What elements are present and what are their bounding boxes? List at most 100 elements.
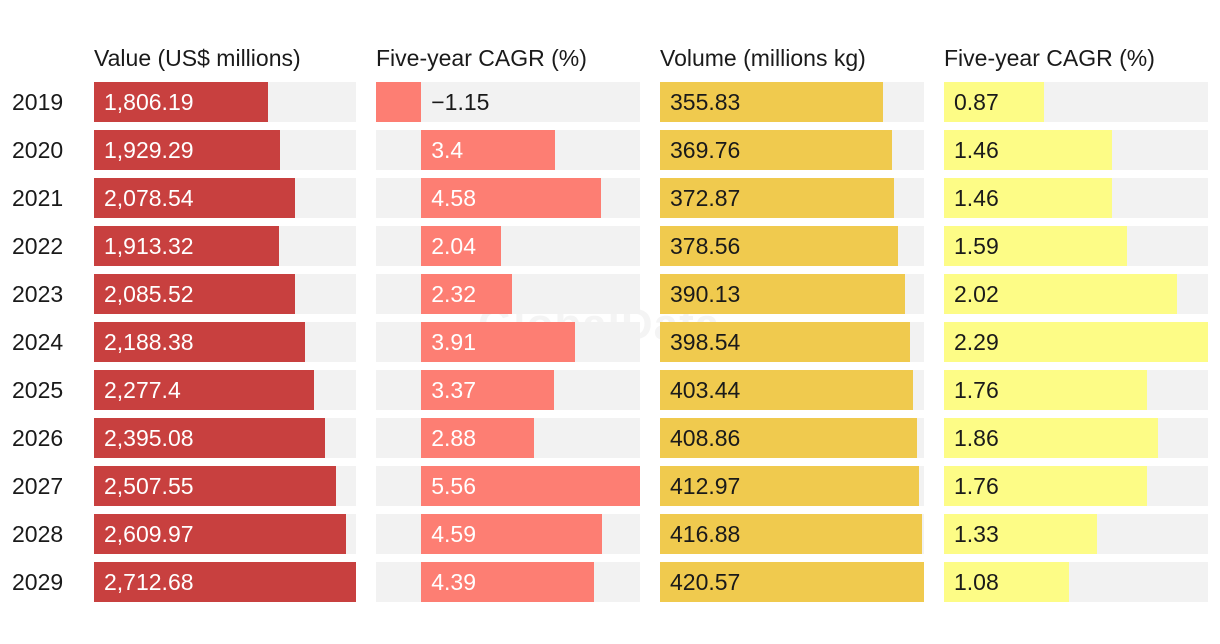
- bar-volume_cagr: [944, 178, 1113, 218]
- bar-value_cagr: [421, 370, 554, 410]
- bar-value: [94, 130, 281, 170]
- data-label-volume_cagr: 1.46: [954, 137, 999, 163]
- bar-value: [94, 562, 356, 602]
- bar-value: [94, 514, 347, 554]
- bar-volume: [660, 514, 922, 554]
- bar-volume: [660, 226, 898, 266]
- data-label-volume: 408.86: [670, 425, 741, 451]
- data-label-volume: 412.97: [670, 473, 741, 499]
- data-label-volume: 390.13: [670, 281, 741, 307]
- data-label-value_cagr: 2.04: [431, 233, 476, 259]
- data-label-value: 2,078.54: [104, 185, 194, 211]
- data-label-volume_cagr: 1.59: [954, 233, 999, 259]
- bar-volume_cagr: [944, 226, 1128, 266]
- bar-value_cagr: [421, 418, 535, 458]
- data-label-value: 2,277.4: [104, 377, 181, 403]
- bar-volume_cagr: [944, 514, 1098, 554]
- data-label-value: 2,507.55: [104, 473, 194, 499]
- bar-track: [376, 226, 640, 266]
- bar-volume: [660, 178, 895, 218]
- bar-volume: [660, 274, 905, 314]
- column-header-value: Value (US$ millions): [94, 45, 301, 71]
- data-label-volume_cagr: 2.02: [954, 281, 999, 307]
- bar-volume_cagr: [944, 130, 1113, 170]
- data-label-value_cagr: −1.15: [431, 89, 490, 115]
- data-label-value_cagr: 5.56: [431, 473, 476, 499]
- data-label-value_cagr: 2.88: [431, 425, 476, 451]
- bar-volume_cagr: [944, 562, 1069, 602]
- data-label-volume_cagr: 1.33: [954, 521, 999, 547]
- bar-value: [94, 322, 306, 362]
- year-label: 2027: [12, 473, 64, 499]
- bar-volume: [660, 322, 911, 362]
- data-label-volume: 416.88: [670, 521, 741, 547]
- data-label-value_cagr: 3.91: [431, 329, 476, 355]
- data-label-volume: 420.57: [670, 569, 741, 595]
- year-label: 2021: [12, 185, 64, 211]
- year-label: 2028: [12, 521, 64, 547]
- data-label-volume_cagr: 1.76: [954, 473, 999, 499]
- data-label-volume: 372.87: [670, 185, 741, 211]
- bar-volume: [660, 370, 914, 410]
- column-header-volume: Volume (millions kg): [660, 45, 866, 71]
- bar-value_cagr: [421, 226, 502, 266]
- data-label-volume_cagr: 1.08: [954, 569, 999, 595]
- bar-volume_cagr: [944, 82, 1045, 122]
- data-label-volume: 355.83: [670, 89, 741, 115]
- data-label-value: 1,929.29: [104, 137, 194, 163]
- bar-volume: [660, 82, 884, 122]
- data-label-value: 2,712.68: [104, 569, 194, 595]
- data-label-volume_cagr: 2.29: [954, 329, 999, 355]
- bar-value_cagr: [421, 130, 555, 170]
- bar-volume_cagr: [944, 322, 1208, 362]
- bar-volume_cagr: [944, 370, 1147, 410]
- bar-value_cagr: [421, 466, 640, 506]
- year-label: 2026: [12, 425, 64, 451]
- column-header-volume_cagr: Five-year CAGR (%): [944, 45, 1155, 71]
- data-label-value_cagr: 4.39: [431, 569, 476, 595]
- year-label: 2019: [12, 89, 64, 115]
- year-label: 2025: [12, 377, 64, 403]
- year-label: 2020: [12, 137, 64, 163]
- bar-value: [94, 418, 326, 458]
- bar-volume: [660, 562, 924, 602]
- bar-value_cagr: [421, 274, 513, 314]
- bar-value: [94, 466, 337, 506]
- year-label: 2029: [12, 569, 64, 595]
- data-label-volume: 369.76: [670, 137, 741, 163]
- data-label-value_cagr: 3.37: [431, 377, 476, 403]
- data-label-value_cagr: 2.32: [431, 281, 476, 307]
- bar-value_cagr: [421, 514, 602, 554]
- data-label-value: 2,188.38: [104, 329, 194, 355]
- data-label-volume_cagr: 1.76: [954, 377, 999, 403]
- bar-value_cagr: [421, 562, 594, 602]
- bar-value: [94, 178, 295, 218]
- data-label-volume: 403.44: [670, 377, 741, 403]
- bar-volume_cagr: [944, 418, 1159, 458]
- year-label: 2022: [12, 233, 64, 259]
- column-header-value_cagr: Five-year CAGR (%): [376, 45, 587, 71]
- data-label-value_cagr: 4.58: [431, 185, 476, 211]
- bar-value_cagr: [421, 178, 602, 218]
- bar-volume: [660, 466, 920, 506]
- data-label-value_cagr: 4.59: [431, 521, 476, 547]
- bar-value_cagr: [376, 82, 422, 122]
- data-label-value: 1,913.32: [104, 233, 194, 259]
- bar-value: [94, 370, 314, 410]
- data-label-value: 2,609.97: [104, 521, 194, 547]
- bar-volume_cagr: [944, 274, 1177, 314]
- data-label-volume_cagr: 0.87: [954, 89, 999, 115]
- year-label: 2023: [12, 281, 64, 307]
- bar-value: [94, 82, 269, 122]
- data-label-value: 1,806.19: [104, 89, 194, 115]
- data-label-volume: 398.54: [670, 329, 741, 355]
- year-label: 2024: [12, 329, 64, 355]
- bar-value: [94, 226, 279, 266]
- data-label-value: 2,085.52: [104, 281, 194, 307]
- bar-volume: [660, 130, 893, 170]
- data-label-volume_cagr: 1.86: [954, 425, 999, 451]
- bar-value: [94, 274, 296, 314]
- bar-volume_cagr: [944, 466, 1147, 506]
- data-label-value_cagr: 3.4: [431, 137, 464, 163]
- bar-value_cagr: [421, 322, 575, 362]
